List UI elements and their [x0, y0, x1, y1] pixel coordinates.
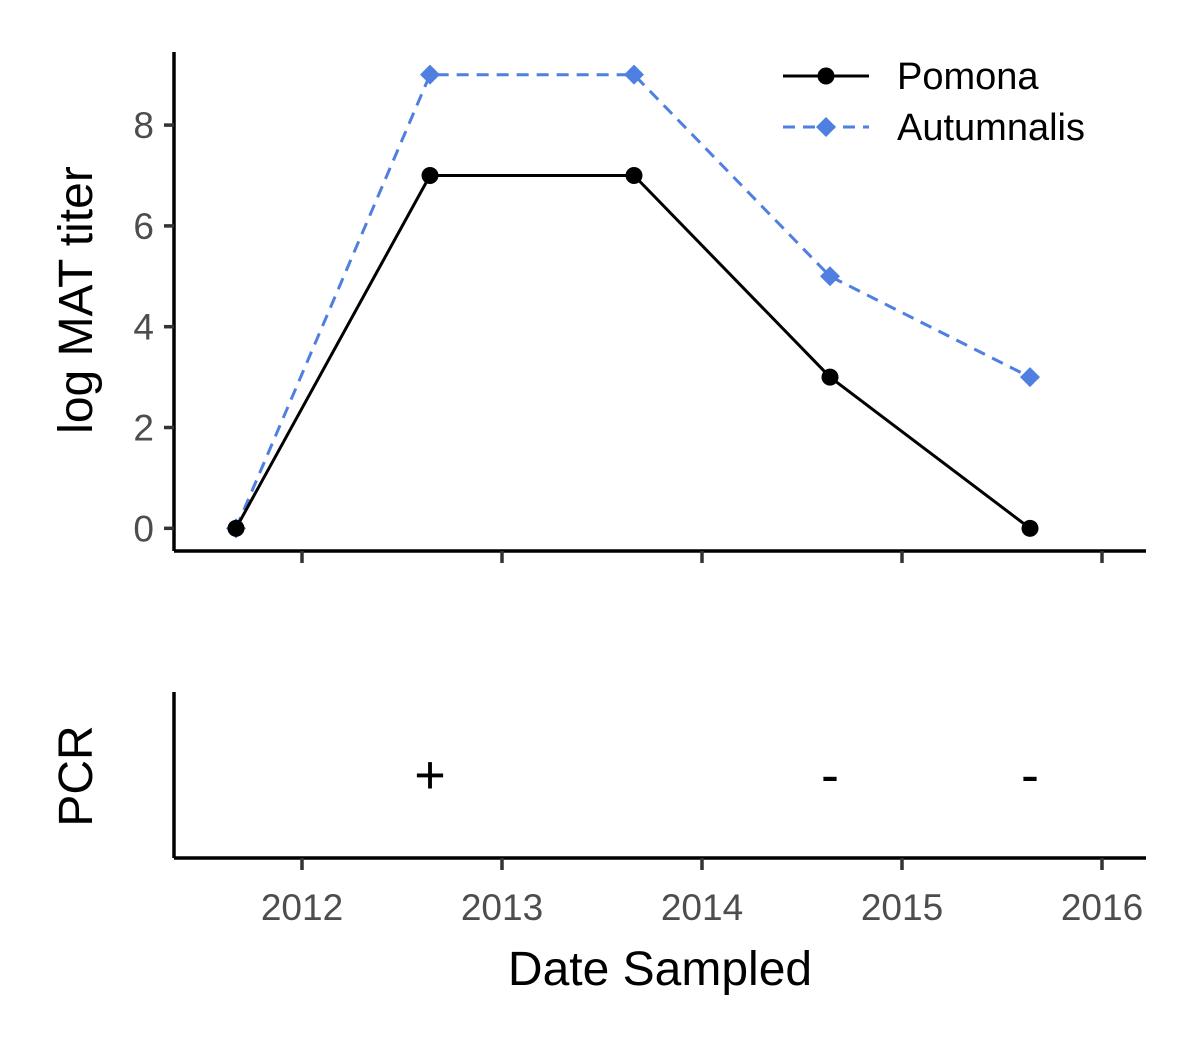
titer-marks [226, 64, 1040, 539]
pcr-axis-title: PCR [50, 725, 103, 826]
point-pomona [821, 368, 839, 386]
pcr-result-mark: - [1021, 745, 1039, 805]
point-pomona [1021, 519, 1039, 537]
y-tick-label: 0 [133, 508, 154, 549]
legend-item-autumnalis: Autumnalis [783, 107, 1085, 149]
point-pomona [625, 166, 643, 184]
x-tick-label: 2014 [661, 887, 743, 928]
pcr-panel: + - - 2012 2013 2014 2015 2016 PCR Date Sample… [50, 692, 1146, 996]
legend-label: Autumnalis [897, 107, 1085, 149]
x-tick-label: 2013 [461, 887, 543, 928]
pcr-axes: 2012 2013 2014 2015 2016 [172, 692, 1146, 928]
y-tick-label: 8 [133, 105, 154, 146]
titer-axes: 0 2 4 6 8 [133, 52, 1146, 563]
legend: Pomona Autumnalis [783, 56, 1085, 149]
legend-marker [817, 67, 835, 85]
x-axis-title: Date Sampled [508, 943, 812, 996]
point-autumnalis [624, 64, 644, 85]
point-pomona [227, 519, 245, 537]
y-axis-title: log MAT titer [50, 166, 103, 434]
point-autumnalis [820, 266, 840, 287]
x-tick-label: 2016 [1061, 887, 1143, 928]
series-line-pomona [234, 174, 1031, 530]
point-autumnalis [1020, 367, 1040, 388]
legend-label: Pomona [897, 56, 1039, 98]
y-tick-label: 2 [133, 408, 154, 449]
pcr-result-mark: - [821, 745, 839, 805]
point-autumnalis [420, 64, 440, 85]
titer-panel: 0 2 4 6 8 log MAT titer Pomona Autumnalis [50, 52, 1146, 563]
pcr-result-mark: + [414, 745, 446, 805]
y-tick-label: 6 [133, 206, 154, 247]
pcr-marks: + - - [414, 745, 1039, 805]
x-tick-label: 2012 [261, 887, 343, 928]
y-tick-label: 4 [133, 307, 154, 348]
point-pomona [421, 166, 439, 184]
series-line-autumnalis [234, 73, 1031, 529]
x-tick-label: 2015 [861, 887, 943, 928]
legend-item-pomona: Pomona [783, 56, 1039, 98]
legend-marker [816, 117, 836, 137]
